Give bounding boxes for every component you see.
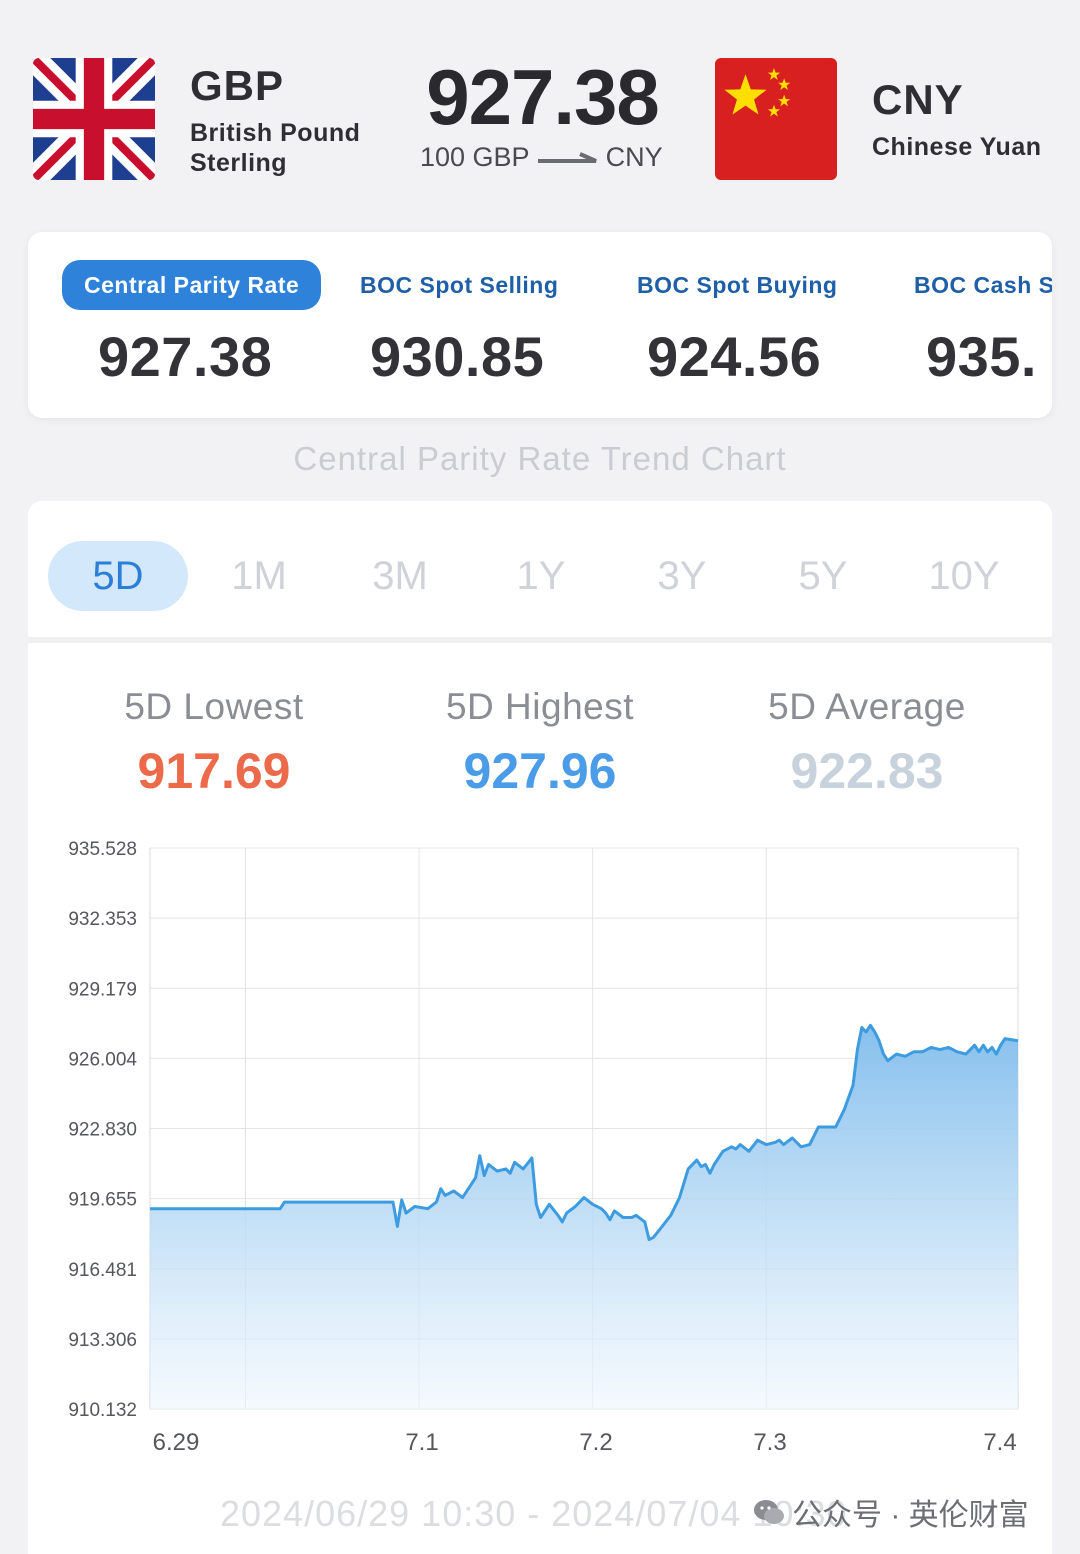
rate-label-active[interactable]: Central Parity Rate [62, 260, 322, 310]
rate-boc-spot-selling[interactable]: BOC Spot Selling 930.85 [348, 232, 623, 418]
y-tick-label: 932.353 [68, 909, 137, 930]
tab-5d[interactable]: 5D [48, 541, 188, 611]
stat-highest-value: 927.96 [463, 743, 617, 799]
y-tick-label: 926.004 [68, 1049, 137, 1070]
arrow-right-icon [537, 151, 597, 163]
date-range: 2024/06/29 10:30 - 2024/07/04 10:30 [220, 1493, 848, 1534]
series-line[interactable] [150, 1023, 1019, 1242]
x-tick-label: 7.3 [753, 1429, 786, 1456]
rate-label[interactable]: BOC Spot Selling [360, 272, 559, 298]
rates-card: Central Parity Rate 927.38 BOC Spot Sell… [28, 232, 1052, 418]
to-currency-code: CNY [872, 76, 964, 123]
y-tick-label: 910.132 [68, 1400, 137, 1421]
rate-central-parity[interactable]: Central Parity Rate 927.38 [28, 232, 348, 418]
y-tick-label: 922.830 [68, 1120, 137, 1141]
rate-value: 924.56 [647, 325, 822, 388]
rate-value: 927.38 [98, 325, 273, 388]
tab-3m[interactable]: 3M [372, 554, 428, 598]
rate-boc-spot-buying[interactable]: BOC Spot Buying 924.56 [625, 232, 905, 418]
stat-average-value: 922.83 [790, 743, 944, 799]
y-tick-label: 929.179 [68, 979, 137, 1000]
rate-value: 935. [926, 325, 1037, 388]
tab-3y[interactable]: 3Y [657, 554, 707, 598]
period-tabs: 5D 1M 3M 1Y 3Y 5Y 10Y [28, 501, 1052, 643]
rate-value: 930.85 [370, 325, 545, 388]
x-tick-label: 7.1 [405, 1429, 438, 1456]
y-tick-label: 916.481 [68, 1260, 137, 1281]
from-currency-code: GBP [190, 62, 285, 109]
rate-label[interactable]: BOC Spot Buying [637, 272, 838, 298]
watermark: 公众号 · 英伦财富 [752, 1490, 1029, 1534]
y-tick-label: 919.655 [68, 1190, 137, 1211]
stat-label: 5D Lowest [124, 686, 304, 727]
tab-5y[interactable]: 5Y [798, 554, 848, 598]
stat-highest: 5D Highest 927.96 [390, 686, 690, 800]
trend-chart[interactable]: 935.528 932.353 929.179 926.004 922.830 919.6… [0, 830, 1080, 1470]
stat-label: 5D Average [768, 686, 966, 727]
trend-chart-title: Central Parity Rate Trend Chart [293, 440, 787, 477]
tab-1y[interactable]: 1Y [516, 554, 566, 598]
tab-10y[interactable]: 10Y [928, 554, 1000, 598]
to-currency-name: Chinese Yuan [872, 133, 1042, 161]
rate-label[interactable]: BOC Cash S [914, 272, 1052, 298]
y-tick-label: 913.306 [68, 1330, 137, 1351]
china-flag-icon[interactable] [715, 58, 837, 180]
y-tick-label: 935.528 [68, 839, 137, 860]
watermark-text: 公众号 · 英伦财富 [792, 1499, 1029, 1532]
x-tick-label: 7.4 [983, 1429, 1016, 1456]
stat-lowest-value: 917.69 [137, 743, 291, 799]
x-tick-label: 7.2 [579, 1429, 612, 1456]
tab-1m[interactable]: 1M [231, 554, 287, 598]
wechat-icon [754, 1500, 784, 1524]
stat-lowest: 5D Lowest 917.69 [64, 686, 364, 800]
conversion-label: 100 GBP CNY [420, 142, 663, 172]
stat-label: 5D Highest [445, 686, 635, 727]
rate-boc-cash-selling[interactable]: BOC Cash S 935. [901, 232, 1052, 418]
from-currency-name: British Pound Sterling [190, 119, 361, 177]
x-tick-label: 6.29 [153, 1429, 200, 1456]
currency-header: GBP British Pound Sterling 927.38 100 GB… [0, 0, 1080, 215]
stat-average: 5D Average 922.83 [717, 686, 1017, 800]
series-area [150, 1025, 1018, 1409]
uk-flag-icon[interactable] [33, 58, 155, 180]
main-rate: 927.38 [426, 53, 660, 141]
